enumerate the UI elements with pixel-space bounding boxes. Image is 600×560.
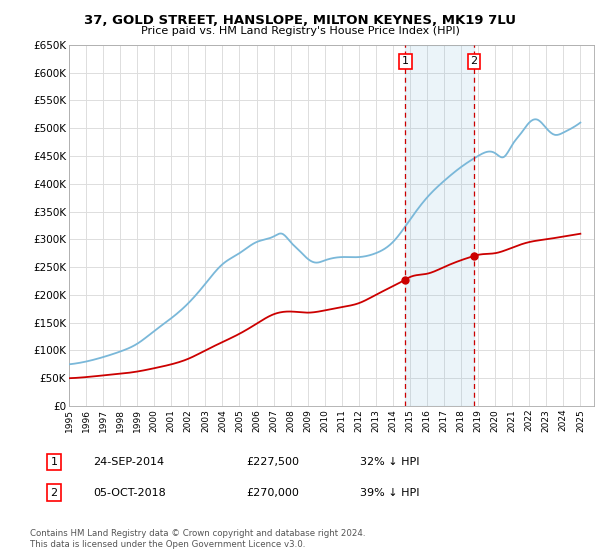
Bar bbox=[406, 45, 474, 406]
Text: £227,500: £227,500 bbox=[246, 457, 299, 467]
Text: 37, GOLD STREET, HANSLOPE, MILTON KEYNES, MK19 7LU: 37, GOLD STREET, HANSLOPE, MILTON KEYNES… bbox=[84, 14, 516, 27]
Text: £270,000: £270,000 bbox=[246, 488, 299, 498]
Text: 2: 2 bbox=[50, 488, 58, 498]
Text: Price paid vs. HM Land Registry's House Price Index (HPI): Price paid vs. HM Land Registry's House … bbox=[140, 26, 460, 36]
Text: Contains HM Land Registry data © Crown copyright and database right 2024.
This d: Contains HM Land Registry data © Crown c… bbox=[30, 529, 365, 549]
Text: 05-OCT-2018: 05-OCT-2018 bbox=[93, 488, 166, 498]
Text: 1: 1 bbox=[50, 457, 58, 467]
Text: 24-SEP-2014: 24-SEP-2014 bbox=[93, 457, 164, 467]
Text: 2: 2 bbox=[470, 57, 478, 67]
Text: 1: 1 bbox=[402, 57, 409, 67]
Text: 39% ↓ HPI: 39% ↓ HPI bbox=[360, 488, 419, 498]
Text: 32% ↓ HPI: 32% ↓ HPI bbox=[360, 457, 419, 467]
